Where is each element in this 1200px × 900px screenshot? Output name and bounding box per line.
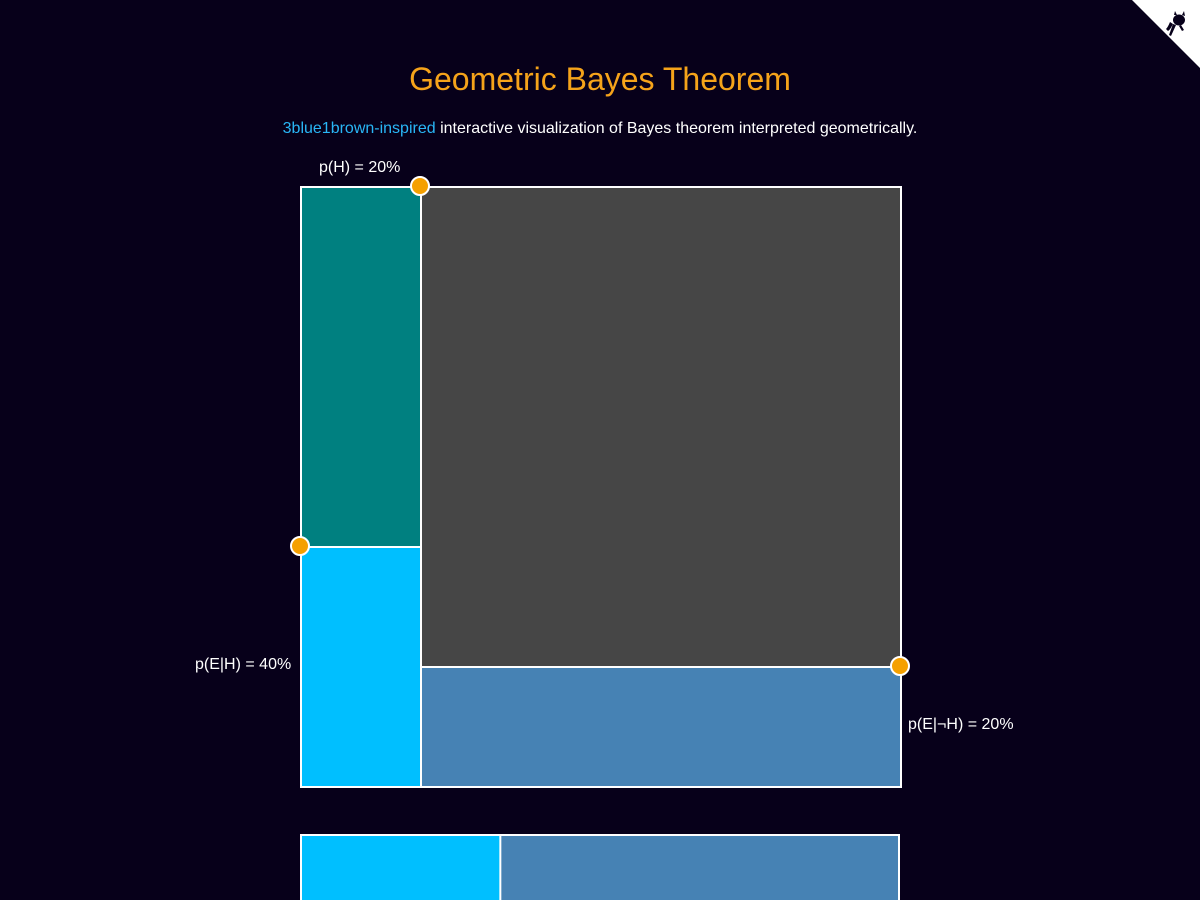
evidence-bar-h-and-e [301,835,501,900]
p-e-given-h-label: p(E|H) = 40% [195,656,292,673]
p-e-given-not-h-handle[interactable] [890,656,910,676]
evidence-bar-border [300,834,900,900]
p-h-label: p(H) = 20% [319,159,401,176]
main-square [300,186,902,788]
region-h-and-e [301,547,421,787]
github-corner-link[interactable] [1132,0,1200,68]
evidence-bar [300,834,900,900]
main-square-border [300,186,902,788]
evidence-bar-not-h-and-e [500,835,899,900]
page-title: Geometric Bayes Theorem [409,61,791,97]
p-h-handle[interactable] [410,176,430,196]
region-h-not-e [301,187,421,547]
github-octocat-icon [1132,0,1200,68]
subtitle-text: interactive visualization of Bayes theor… [435,120,918,137]
p-e-given-not-h-label: p(E|¬H) = 20% [908,716,1014,733]
page-subtitle: 3blue1brown-inspired interactive visuali… [0,119,1200,139]
region-not-h-and-e [421,667,901,787]
region-not-h-not-e [421,187,901,667]
p-e-given-h-handle[interactable] [290,536,310,556]
inspiration-link[interactable]: 3blue1brown-inspired [282,120,436,137]
